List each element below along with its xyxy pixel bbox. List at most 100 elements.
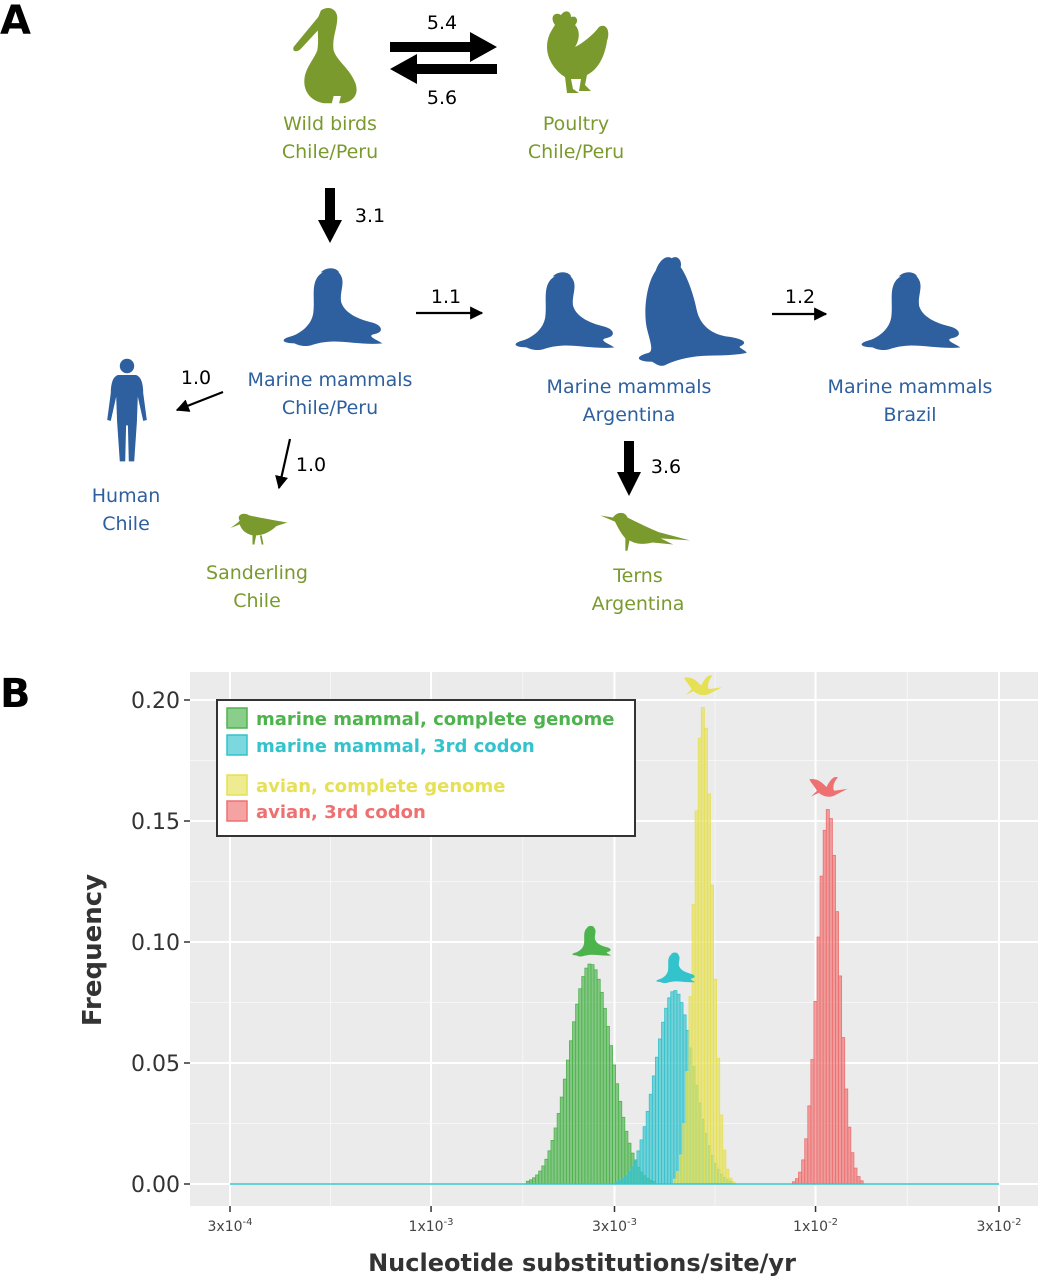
sea-lion-icon-brazil: [861, 272, 961, 350]
histogram-bar: [544, 1158, 549, 1185]
histogram-bar: [850, 1152, 855, 1185]
histogram-bar: [697, 737, 702, 1185]
histogram-bar: [722, 1149, 727, 1185]
histogram-bar: [816, 936, 821, 1185]
legend-label: avian, complete genome: [256, 776, 506, 797]
histogram-bar: [636, 1150, 641, 1185]
histogram-bar: [654, 1056, 659, 1185]
histogram-bar: [716, 1058, 721, 1185]
histogram-bar: [581, 976, 586, 1185]
histogram-bar: [624, 1175, 629, 1185]
arrow-mm-argentina-to-terns: [617, 441, 641, 496]
histogram-bar: [819, 875, 824, 1185]
histogram-bar: [804, 1138, 809, 1185]
node-label: Sanderling: [206, 562, 308, 584]
histogram-bar: [676, 1171, 681, 1185]
legend-swatch: [226, 800, 248, 822]
histogram-bar: [838, 975, 843, 1185]
histogram-bar: [664, 1007, 669, 1185]
histogram-bar: [831, 854, 836, 1185]
node-label: Marine mammals: [828, 376, 993, 398]
histogram-bar: [627, 1171, 632, 1185]
tern-icon: [600, 512, 690, 551]
legend-swatch: [226, 707, 248, 729]
histogram-bar: [658, 1038, 662, 1185]
histogram-bar: [685, 1071, 690, 1185]
rate-label: 1.2: [785, 286, 815, 308]
histogram-bar: [725, 1168, 730, 1185]
rate-label: 1.0: [181, 367, 211, 389]
histogram-bar: [547, 1150, 552, 1185]
histogram-bar: [667, 997, 672, 1185]
arrow-wildbirds-to-mm-chile: [318, 188, 342, 243]
histogram-bar: [703, 727, 708, 1185]
y-axis-label: Frequency: [78, 874, 108, 1026]
node-label: Terns: [612, 565, 663, 587]
rate-label: 3.1: [355, 205, 385, 227]
panel-b-label: B: [0, 671, 31, 717]
histogram-bar: [679, 1154, 684, 1185]
x-tick-label: 1x10-2: [793, 1217, 838, 1235]
rate-label: 5.4: [427, 12, 457, 34]
arrow-poultry-to-wildbirds: [390, 54, 497, 84]
histogram-bar: [648, 1093, 653, 1185]
x-tick-label: 1x10-3: [409, 1217, 454, 1235]
legend-swatch: [226, 774, 248, 796]
histogram-bar: [538, 1170, 543, 1185]
arrow-wildbirds-to-poultry: [390, 32, 497, 62]
rate-histogram-chart: B 0.000.050.100.150.20 3x10-4 1x10-3 3x10-…: [0, 671, 1038, 1277]
rate-label: 3.6: [651, 456, 681, 478]
transmission-diagram: A Wild birds Chile/Peru Poultry Chile/Pe…: [0, 0, 992, 615]
histogram-bar: [728, 1177, 733, 1185]
histogram-bar: [645, 1110, 650, 1185]
legend-label: marine mammal, 3rd codon: [256, 736, 535, 757]
legend-label: avian, 3rd codon: [256, 802, 426, 823]
histogram-bar: [590, 964, 595, 1185]
histogram-bar: [599, 991, 604, 1185]
node-label: Argentina: [583, 404, 676, 426]
histogram-bar: [569, 1040, 573, 1185]
histogram-bar: [813, 1001, 818, 1185]
histogram-bar: [532, 1177, 537, 1185]
histogram-bar: [795, 1178, 799, 1185]
y-tick-label: 0.00: [131, 1173, 180, 1198]
node-label: Wild birds: [283, 113, 377, 135]
histogram-bar: [719, 1114, 724, 1185]
histogram-bar: [847, 1126, 852, 1185]
histogram-bar: [853, 1167, 858, 1185]
histogram-bar: [661, 1021, 666, 1185]
histogram-bar: [807, 1105, 812, 1185]
histogram-bar: [602, 1007, 607, 1185]
histogram-bar: [605, 1026, 610, 1185]
histogram-bar: [612, 1064, 616, 1185]
rate-label: 1.1: [431, 286, 461, 308]
rate-label: 1.0: [296, 454, 326, 476]
histogram-bar: [710, 884, 714, 1185]
x-axis-ticks: 3x10-4 1x10-3 3x10-3 1x10-2 3x10-2: [208, 1206, 1022, 1235]
histogram-bar: [856, 1176, 861, 1185]
y-tick-label: 0.10: [131, 931, 180, 956]
x-tick-label: 3x10-4: [208, 1217, 253, 1235]
histogram-bar: [688, 996, 693, 1185]
human-icon: [107, 358, 147, 462]
arrow-mm-chile-to-human: [175, 390, 224, 412]
histogram-bar: [835, 911, 839, 1185]
sea-lion-icon-argentina: [515, 272, 615, 350]
histogram-bar: [535, 1174, 540, 1185]
histogram-bar: [596, 978, 601, 1185]
histogram-bar: [618, 1100, 623, 1185]
pelican-icon: [293, 7, 357, 104]
histogram-bar: [642, 1126, 647, 1185]
series-3: [792, 809, 864, 1185]
histogram-bar: [700, 707, 705, 1185]
histogram-bar: [825, 809, 830, 1185]
x-axis-label: Nucleotide substitutions/site/yr: [368, 1249, 796, 1277]
node-label: Chile/Peru: [282, 397, 378, 419]
node-label: Chile/Peru: [528, 141, 624, 163]
histogram-bar: [639, 1139, 644, 1185]
histogram-bar: [713, 978, 718, 1185]
node-label: Poultry: [543, 113, 609, 135]
y-tick-label: 0.15: [131, 810, 180, 835]
histogram-bar: [559, 1096, 564, 1185]
histogram-bar: [593, 969, 598, 1185]
